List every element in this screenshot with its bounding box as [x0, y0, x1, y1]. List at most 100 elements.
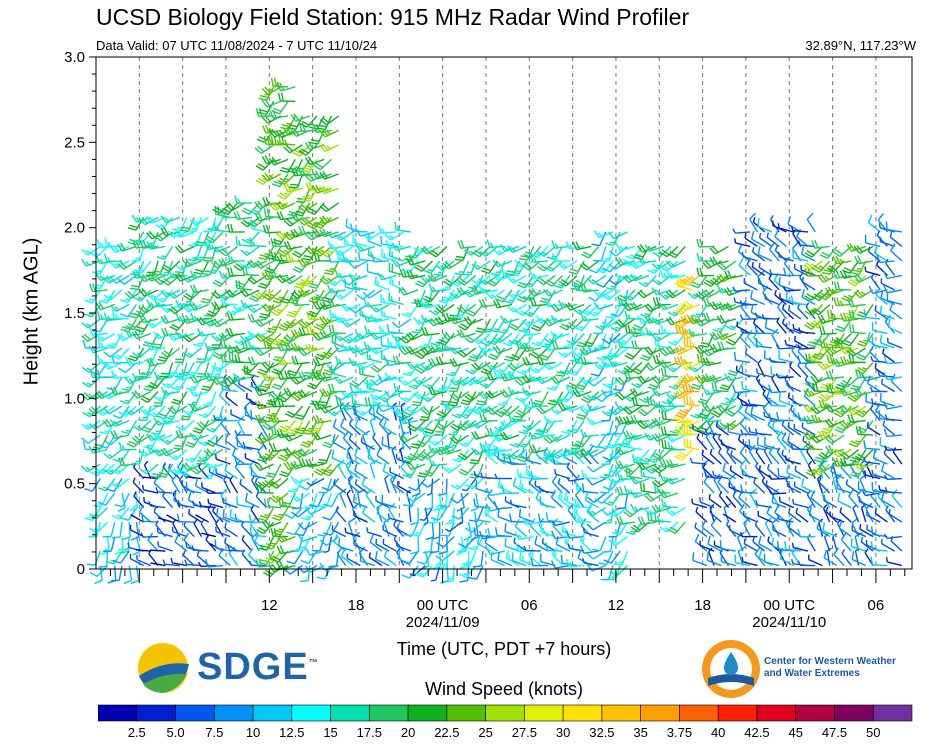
wind-barb: [290, 289, 311, 300]
wind-barb: [335, 505, 347, 523]
wind-barb: [340, 303, 361, 312]
wind-barb: [299, 115, 318, 128]
wind-barb: [234, 430, 252, 436]
wind-barb: [297, 448, 318, 457]
wind-barb: [155, 216, 174, 230]
wind-barb: [380, 293, 397, 306]
wind-barb: [363, 314, 383, 323]
wind-barb: [761, 314, 780, 320]
wind-barb: [645, 327, 664, 336]
wind-barb: [732, 286, 751, 292]
wind-barb: [652, 355, 671, 364]
colorbar-tick-label: 2.5: [128, 725, 146, 740]
wind-barb: [244, 453, 260, 465]
wind-barb: [395, 407, 412, 422]
wind-barb: [184, 434, 203, 449]
wind-barb: [381, 494, 397, 509]
wind-barb: [393, 534, 405, 552]
wind-barb: [81, 376, 101, 388]
wind-barb: [389, 275, 404, 291]
wind-barb: [425, 522, 435, 541]
wind-barb: [297, 216, 318, 226]
wind-barb: [138, 405, 159, 415]
x-tick-label: 06: [868, 597, 885, 614]
wind-barb: [415, 274, 434, 288]
wind-barb: [718, 491, 730, 508]
wind-barb: [331, 525, 347, 538]
wind-barb: [176, 513, 195, 523]
wind-barb: [395, 453, 412, 465]
wind-barb: [324, 260, 340, 276]
colorbar-swatch: [717, 704, 758, 722]
wind-barb: [156, 527, 173, 538]
wind-barb: [279, 159, 296, 174]
wind-barb: [334, 355, 354, 365]
wind-barb: [586, 477, 607, 486]
wind-barb: [254, 462, 274, 472]
wind-barb: [132, 347, 152, 359]
wind-barb: [786, 380, 802, 393]
wind-barb: [817, 274, 838, 283]
wind-barb: [197, 328, 216, 337]
wind-barb: [381, 436, 397, 451]
wind-barb: [153, 371, 173, 381]
wind-barb: [225, 344, 245, 354]
wind-barb: [319, 115, 340, 126]
wind-barb: [177, 499, 195, 509]
wind-barb: [333, 376, 354, 385]
wind-barb: [203, 448, 224, 458]
colorbar-swatch: [640, 704, 680, 722]
wind-barb: [240, 260, 260, 270]
wind-barb: [283, 318, 303, 329]
wind-barb: [418, 333, 434, 349]
wind-barb: [175, 429, 195, 439]
wind-barb: [329, 309, 346, 320]
wind-barb: [312, 300, 332, 310]
wind-barb: [689, 457, 707, 465]
colorbar-swatch: [679, 704, 719, 722]
wind-barb: [103, 312, 123, 322]
wind-barb: [240, 245, 260, 256]
wind-barb: [393, 383, 411, 393]
x-tick-label: 00 UTC: [763, 597, 815, 614]
wind-barb: [291, 245, 311, 258]
wind-barb: [367, 246, 383, 262]
wind-barb: [286, 550, 304, 565]
wind-barb: [744, 348, 758, 364]
wind-barb: [286, 362, 304, 377]
wind-barb: [193, 260, 210, 275]
wind-barb: [205, 420, 224, 433]
wind-barb: [667, 398, 686, 408]
wind-barb: [190, 312, 209, 322]
x-tick-label: 18: [694, 597, 711, 614]
wind-barb: [880, 538, 896, 552]
wind-barb: [348, 273, 368, 282]
wind-barb: [185, 481, 202, 494]
wind-barb: [283, 231, 303, 241]
wind-barb: [129, 524, 144, 538]
wind-barb: [150, 549, 166, 552]
wind-barb: [112, 309, 130, 320]
wind-barb: [269, 478, 289, 489]
wind-barb: [864, 266, 881, 277]
wind-barb: [364, 325, 382, 335]
wind-barb: [124, 289, 145, 299]
wind-barb: [102, 274, 123, 284]
wind-barb: [666, 270, 686, 279]
wind-barb: [156, 246, 174, 260]
wind-barb: [401, 304, 419, 318]
wind-barb: [227, 252, 245, 262]
wind-barb: [750, 405, 765, 422]
wind-barb: [161, 434, 181, 445]
wind-barb: [825, 370, 845, 380]
wind-barb: [319, 228, 339, 238]
wind-barb: [201, 532, 217, 538]
wind-barb: [211, 289, 231, 299]
wind-barb: [189, 302, 209, 311]
wind-barb: [384, 390, 404, 398]
wind-barb: [346, 489, 354, 508]
wind-barb: [204, 342, 224, 352]
wind-barb: [119, 304, 138, 318]
wind-barb: [103, 289, 123, 301]
wind-barb: [770, 366, 787, 378]
